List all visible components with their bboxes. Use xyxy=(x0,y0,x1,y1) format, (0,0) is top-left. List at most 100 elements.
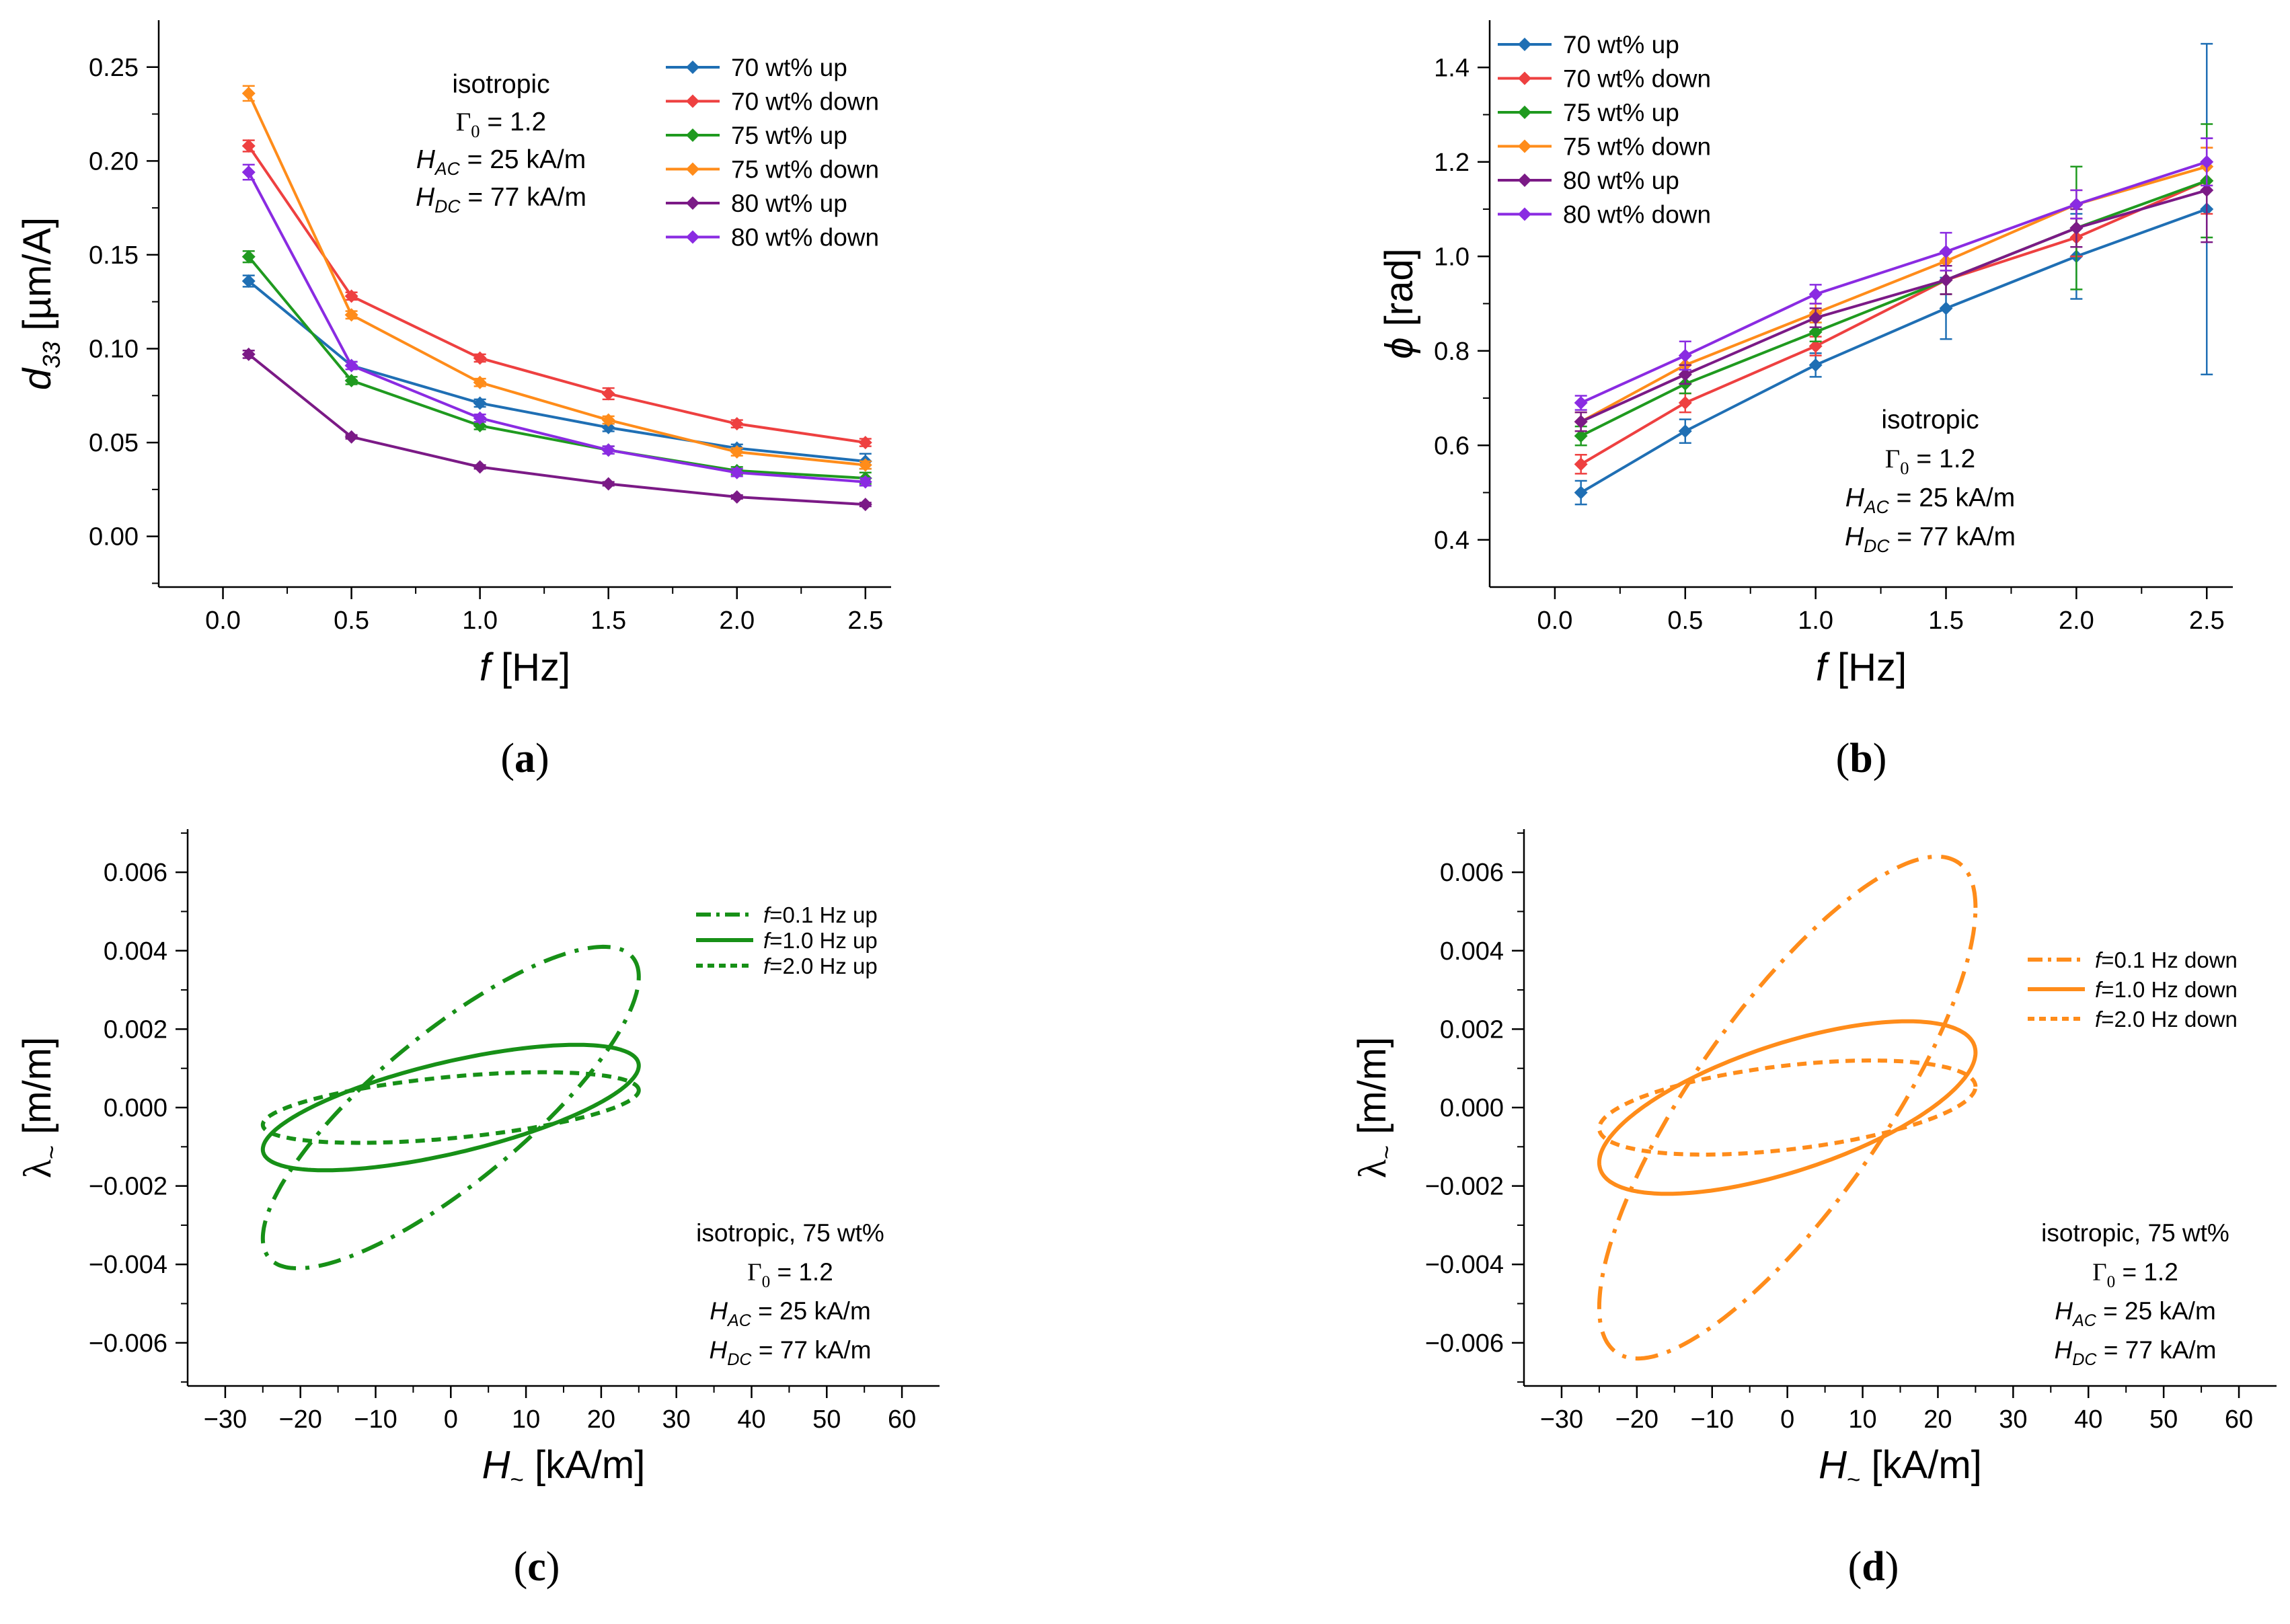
y-tick-label: −0.006 xyxy=(1425,1329,1504,1358)
data-point xyxy=(1574,429,1588,443)
series-75-wt-down xyxy=(241,85,872,472)
legend-item: 80 wt% down xyxy=(1498,201,1711,229)
legend-label: f=1.0 Hz up xyxy=(763,928,878,953)
legend-marker xyxy=(1518,106,1531,119)
x-tick-label: 60 xyxy=(2225,1405,2253,1434)
data-point xyxy=(2069,221,2084,235)
legend-label: 80 wt% down xyxy=(1563,201,1711,229)
series-80-wt-up xyxy=(241,347,872,512)
data-point xyxy=(241,86,256,100)
y-tick-label: 0.05 xyxy=(89,429,139,457)
x-tick-label: 40 xyxy=(2074,1405,2102,1434)
data-point xyxy=(1939,245,1953,259)
legend-label: f=2.0 Hz up xyxy=(763,954,878,978)
data-point xyxy=(344,373,358,387)
panel-d: −30 −20 −10 0 10 20 30 40 50 60 −0.006 −0.004 −0.002… xyxy=(1350,829,2277,1590)
x-tick-label: 30 xyxy=(1999,1405,2027,1434)
data-point xyxy=(241,249,256,264)
x-axis-label: f [Hz] xyxy=(480,646,570,689)
data-point xyxy=(241,274,256,288)
data-point xyxy=(858,498,872,512)
legend-item: f=1.0 Hz down xyxy=(2028,977,2238,1002)
y-axis-label: ϕ [rad] xyxy=(1377,248,1421,358)
annotation-line: isotropic xyxy=(452,70,549,99)
data-point xyxy=(1678,367,1692,381)
x-tick-label: 50 xyxy=(2149,1405,2178,1434)
annotation-line: HDC = 77 kA/m xyxy=(1845,523,2016,556)
data-point xyxy=(241,139,256,153)
data-point xyxy=(2200,155,2214,169)
data-point xyxy=(344,358,358,373)
x-tick-label: −10 xyxy=(354,1405,397,1434)
loop-f-2-0-hz-up xyxy=(260,1070,641,1145)
legend-label: 75 wt% up xyxy=(731,122,847,149)
x-tick-label: 10 xyxy=(512,1405,540,1434)
legend-label: 75 wt% down xyxy=(1563,133,1711,161)
x-tick-label: 20 xyxy=(587,1405,615,1434)
annotation-line: HDC = 77 kA/m xyxy=(710,1336,872,1369)
y-tick-label: 0.8 xyxy=(1434,338,1470,366)
legend-item: 70 wt% up xyxy=(666,54,847,81)
legend-label: 75 wt% up xyxy=(1563,99,1679,126)
x-tick-label: 50 xyxy=(812,1405,841,1434)
series-line xyxy=(247,353,866,506)
y-axis-label: λ~ [m/m] xyxy=(1350,1037,1400,1178)
legend-item: f=0.1 Hz up xyxy=(696,902,878,927)
y-tick-label: 1.4 xyxy=(1434,54,1470,82)
panel-a: 0.0 0.5 1.0 1.5 2.0 2.5 0.00 0.05 0.10 0.15 0.20 0.… xyxy=(15,20,891,781)
x-axis-label: f [Hz] xyxy=(1816,646,1907,689)
annotation: isotropic, 75 wt% Γ0 = 1.2 HAC = 25 kA/m HD… xyxy=(696,1219,884,1369)
data-point xyxy=(2069,197,2084,211)
x-tick-label: 2.5 xyxy=(2189,607,2225,635)
annotation-line: Γ0 = 1.2 xyxy=(456,108,546,141)
series-line xyxy=(247,171,866,484)
annotation-line: isotropic, 75 wt% xyxy=(696,1219,884,1247)
legend: 70 wt% up 70 wt% down 75 wt% up 75 wt% down… xyxy=(1498,31,1711,229)
y-tick-label: −0.004 xyxy=(89,1251,167,1279)
loop-f-0-1-hz-down xyxy=(1597,854,1978,1361)
data-point xyxy=(473,375,487,389)
legend-marker xyxy=(686,94,699,108)
legend: 70 wt% up 70 wt% down 75 wt% up 75 wt% down… xyxy=(666,54,879,252)
legend: f=0.1 Hz down f=1.0 Hz down f=2.0 Hz down xyxy=(2028,948,2238,1032)
annotation-line: HDC = 77 kA/m xyxy=(416,183,586,217)
data-point xyxy=(1808,325,1823,339)
legend-marker xyxy=(1518,207,1531,221)
data-point xyxy=(1939,301,1953,315)
data-point xyxy=(1574,396,1588,410)
y-tick-label: 0.002 xyxy=(104,1015,167,1044)
legend-item: 75 wt% down xyxy=(1498,133,1711,161)
data-point xyxy=(241,165,256,180)
data-point xyxy=(1808,287,1823,301)
legend-item: f=0.1 Hz down xyxy=(2028,948,2238,972)
series-line xyxy=(247,280,866,463)
annotation-line: HAC = 25 kA/m xyxy=(710,1297,871,1330)
legend-item: 75 wt% up xyxy=(666,122,847,149)
annotation-line: HDC = 77 kA/m xyxy=(2055,1336,2217,1369)
legend-label: f=1.0 Hz down xyxy=(2095,977,2238,1002)
y-tick-label: −0.006 xyxy=(89,1329,167,1358)
data-point xyxy=(344,430,358,444)
x-axis-label: H~ [kA/m] xyxy=(482,1443,646,1493)
annotation-line: isotropic, 75 wt% xyxy=(2041,1219,2229,1247)
legend-marker xyxy=(686,230,699,244)
data-point xyxy=(473,396,487,410)
data-point xyxy=(730,490,744,504)
series-line xyxy=(1580,160,2207,404)
data-point xyxy=(730,445,744,459)
legend-marker xyxy=(1518,38,1531,51)
data-point xyxy=(473,351,487,365)
legend-marker xyxy=(686,162,699,176)
series-line xyxy=(1580,180,2208,466)
legend-marker xyxy=(686,61,699,74)
data-point xyxy=(1574,415,1588,429)
annotation: isotropic Γ0 = 1.2 HAC = 25 kA/m HDC = 77 k… xyxy=(416,70,586,217)
x-tick-label: 1.0 xyxy=(462,607,498,635)
legend-label: 70 wt% down xyxy=(1563,65,1711,93)
legend-label: f=0.1 Hz up xyxy=(763,902,878,927)
x-tick-label: −20 xyxy=(1615,1405,1658,1434)
series-80-wt-down xyxy=(241,163,872,489)
series-line xyxy=(1580,188,2207,423)
legend-item: f=2.0 Hz up xyxy=(696,954,878,978)
x-tick-label: −20 xyxy=(278,1405,321,1434)
